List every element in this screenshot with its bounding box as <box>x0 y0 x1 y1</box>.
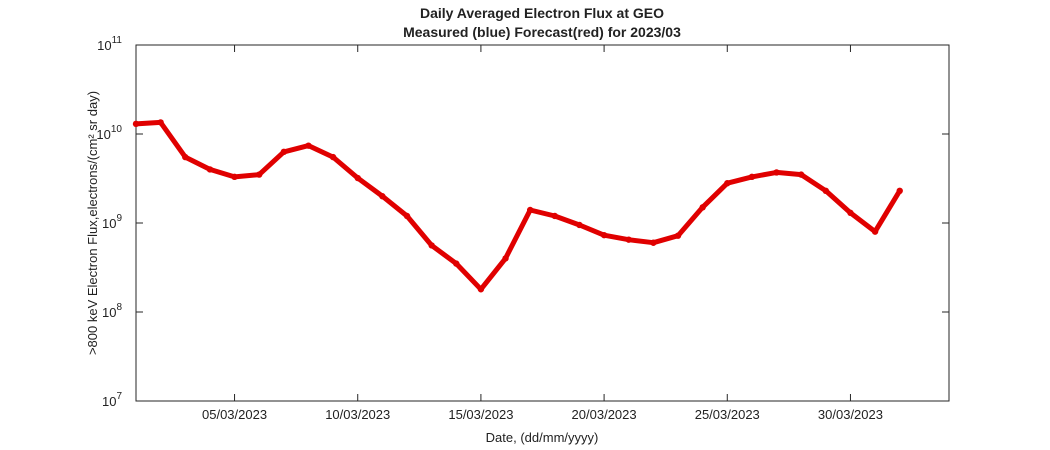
y-tick-label: 107 <box>102 391 122 409</box>
data-point <box>157 119 164 126</box>
y-tick-label: 1010 <box>96 124 122 142</box>
data-point <box>502 255 509 262</box>
y-axis-label: >800 keV Electron Flux,electrons/(cm² sr… <box>85 91 100 355</box>
x-axis-label: Date, (dd/mm/yyyy) <box>486 430 599 445</box>
y-tick-exponent: 10 <box>111 124 123 135</box>
y-tick-base: 10 <box>102 305 116 320</box>
y-tick-base: 10 <box>97 38 111 53</box>
x-tick-label: 10/03/2023 <box>325 407 390 422</box>
y-tick-exponent: 8 <box>116 302 122 313</box>
data-point <box>477 286 485 293</box>
data-point <box>699 204 706 211</box>
data-point <box>526 206 534 214</box>
y-tick-label: 109 <box>102 213 122 231</box>
chart-title: Daily Averaged Electron Flux at GEO <box>420 5 664 21</box>
x-tick-label: 25/03/2023 <box>695 407 760 422</box>
data-point <box>600 231 608 239</box>
data-point <box>847 209 854 217</box>
y-tick-base: 10 <box>102 216 116 231</box>
y-tick-label: 1011 <box>97 35 122 53</box>
data-point <box>748 173 756 181</box>
data-point <box>896 187 903 195</box>
y-tick-exponent: 11 <box>112 35 123 46</box>
data-point <box>625 236 632 243</box>
data-point <box>428 242 435 249</box>
data-point <box>182 153 189 161</box>
y-tick-exponent: 9 <box>116 213 122 224</box>
data-point <box>403 212 411 220</box>
chart-subtitle: Measured (blue) Forecast(red) for 2023/0… <box>403 24 681 40</box>
data-point <box>724 180 731 187</box>
data-point <box>329 153 337 161</box>
data-point <box>822 187 830 195</box>
data-point <box>354 174 361 182</box>
data-point <box>797 171 805 178</box>
data-point <box>674 232 682 239</box>
x-tick-label: 30/03/2023 <box>818 407 883 422</box>
data-point <box>576 221 583 229</box>
y-tick-label: 108 <box>102 302 122 320</box>
x-tick-label: 15/03/2023 <box>448 407 513 422</box>
data-point <box>773 169 780 176</box>
data-point <box>206 166 214 173</box>
data-point <box>871 228 879 235</box>
data-point <box>280 148 288 156</box>
x-tick-label: 20/03/2023 <box>572 407 637 422</box>
series-line <box>133 119 903 292</box>
data-point <box>453 260 460 267</box>
y-tick-exponent: 7 <box>116 391 122 402</box>
data-point <box>132 120 140 128</box>
data-point <box>650 239 657 246</box>
y-tick-base: 10 <box>102 394 116 409</box>
data-point <box>551 212 559 220</box>
data-point <box>379 193 386 200</box>
y-tick-base: 10 <box>96 127 110 142</box>
data-point <box>305 142 312 149</box>
data-point <box>255 171 263 178</box>
x-tick-label: 05/03/2023 <box>202 407 267 422</box>
data-point <box>231 173 238 181</box>
